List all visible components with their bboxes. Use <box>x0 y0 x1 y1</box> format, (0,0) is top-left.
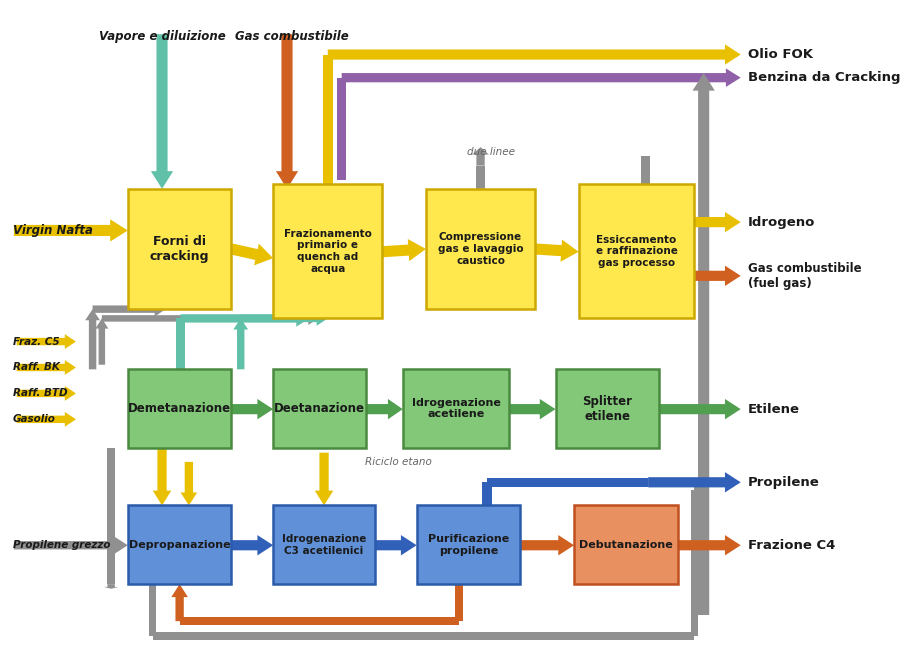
Polygon shape <box>510 399 555 419</box>
Polygon shape <box>179 617 459 626</box>
Polygon shape <box>107 448 114 584</box>
Polygon shape <box>698 409 709 615</box>
Polygon shape <box>534 239 578 261</box>
Polygon shape <box>85 309 100 370</box>
Text: Benzina da Cracking: Benzina da Cracking <box>748 71 900 84</box>
FancyBboxPatch shape <box>425 189 535 309</box>
Polygon shape <box>323 54 333 184</box>
Polygon shape <box>16 360 76 375</box>
Polygon shape <box>177 319 185 370</box>
Polygon shape <box>366 399 403 419</box>
FancyBboxPatch shape <box>578 184 694 319</box>
Polygon shape <box>180 462 198 505</box>
Polygon shape <box>231 399 274 419</box>
Polygon shape <box>477 165 485 189</box>
FancyBboxPatch shape <box>274 505 375 584</box>
Polygon shape <box>14 219 128 241</box>
Text: Propilene grezzo: Propilene grezzo <box>13 540 111 550</box>
Text: due linee: due linee <box>467 146 515 157</box>
Text: Propilene: Propilene <box>748 476 820 489</box>
Polygon shape <box>691 490 698 636</box>
Polygon shape <box>16 334 76 349</box>
Text: Virgin Nafta: Virgin Nafta <box>13 224 92 237</box>
Text: Raff. BTD: Raff. BTD <box>13 388 68 398</box>
Text: Compressione
gas e lavaggio
caustico: Compressione gas e lavaggio caustico <box>437 233 523 265</box>
Text: Purificazione
propilene: Purificazione propilene <box>428 534 509 556</box>
Polygon shape <box>95 319 108 365</box>
Text: Idrogenazione
acetilene: Idrogenazione acetilene <box>412 398 501 419</box>
Text: Gas combustibile: Gas combustibile <box>235 30 349 42</box>
Polygon shape <box>328 44 741 65</box>
Polygon shape <box>375 535 416 556</box>
FancyBboxPatch shape <box>128 370 231 448</box>
Polygon shape <box>231 535 274 556</box>
Polygon shape <box>641 157 650 184</box>
Polygon shape <box>694 212 741 233</box>
FancyBboxPatch shape <box>128 505 231 584</box>
Polygon shape <box>103 584 119 589</box>
Text: Olio FOK: Olio FOK <box>748 48 813 61</box>
Polygon shape <box>180 310 309 327</box>
Polygon shape <box>694 486 698 493</box>
Text: Raff. BK: Raff. BK <box>13 362 59 372</box>
Polygon shape <box>455 584 463 621</box>
FancyBboxPatch shape <box>416 505 521 584</box>
Polygon shape <box>382 239 425 261</box>
Polygon shape <box>678 535 741 556</box>
FancyBboxPatch shape <box>403 370 510 448</box>
Polygon shape <box>149 584 156 636</box>
Text: Gas combustibile
(fuel gas): Gas combustibile (fuel gas) <box>748 262 862 290</box>
Text: Fraz. C5: Fraz. C5 <box>13 337 59 347</box>
FancyBboxPatch shape <box>574 505 678 584</box>
FancyBboxPatch shape <box>128 189 231 309</box>
FancyBboxPatch shape <box>274 184 382 319</box>
Text: Riciclo etano: Riciclo etano <box>365 457 432 467</box>
Polygon shape <box>102 312 318 325</box>
Polygon shape <box>482 482 491 505</box>
Polygon shape <box>153 448 171 505</box>
Text: Debutanazione: Debutanazione <box>579 540 673 550</box>
Text: Idrogenazione
C3 acetilenici: Idrogenazione C3 acetilenici <box>282 534 366 556</box>
Text: Splitter
etilene: Splitter etilene <box>582 394 632 423</box>
Polygon shape <box>16 412 76 427</box>
Polygon shape <box>694 265 741 286</box>
Polygon shape <box>16 386 76 401</box>
Polygon shape <box>153 632 694 640</box>
Polygon shape <box>151 34 173 189</box>
Text: Vapore e diluizione: Vapore e diluizione <box>99 30 225 42</box>
Polygon shape <box>231 243 274 265</box>
Polygon shape <box>14 537 128 554</box>
Text: Etilene: Etilene <box>748 403 800 416</box>
Polygon shape <box>487 478 648 487</box>
Polygon shape <box>472 147 489 165</box>
Text: Frazionamento
primario e
quench ad
acqua: Frazionamento primario e quench ad acqua <box>284 229 371 274</box>
Polygon shape <box>341 69 741 87</box>
Polygon shape <box>337 78 346 179</box>
Polygon shape <box>521 535 574 556</box>
Polygon shape <box>693 73 715 615</box>
Text: Gasolio: Gasolio <box>13 415 56 424</box>
Polygon shape <box>241 311 328 326</box>
Polygon shape <box>648 472 741 493</box>
Text: Essiccamento
e raffinazione
gas processo: Essiccamento e raffinazione gas processo <box>596 235 677 268</box>
Polygon shape <box>315 453 333 505</box>
FancyBboxPatch shape <box>274 370 366 448</box>
Text: Forni di
cracking: Forni di cracking <box>150 235 210 263</box>
Text: Frazione C4: Frazione C4 <box>748 539 835 552</box>
Text: Deetanazione: Deetanazione <box>274 402 365 415</box>
FancyBboxPatch shape <box>555 370 659 448</box>
Polygon shape <box>659 399 741 419</box>
Polygon shape <box>171 584 188 621</box>
Text: Depropanazione: Depropanazione <box>129 540 231 550</box>
Polygon shape <box>233 319 248 370</box>
Text: Idrogeno: Idrogeno <box>748 216 815 228</box>
Polygon shape <box>92 302 166 317</box>
Polygon shape <box>659 405 704 413</box>
Polygon shape <box>276 34 298 189</box>
Text: Demetanazione: Demetanazione <box>128 402 231 415</box>
